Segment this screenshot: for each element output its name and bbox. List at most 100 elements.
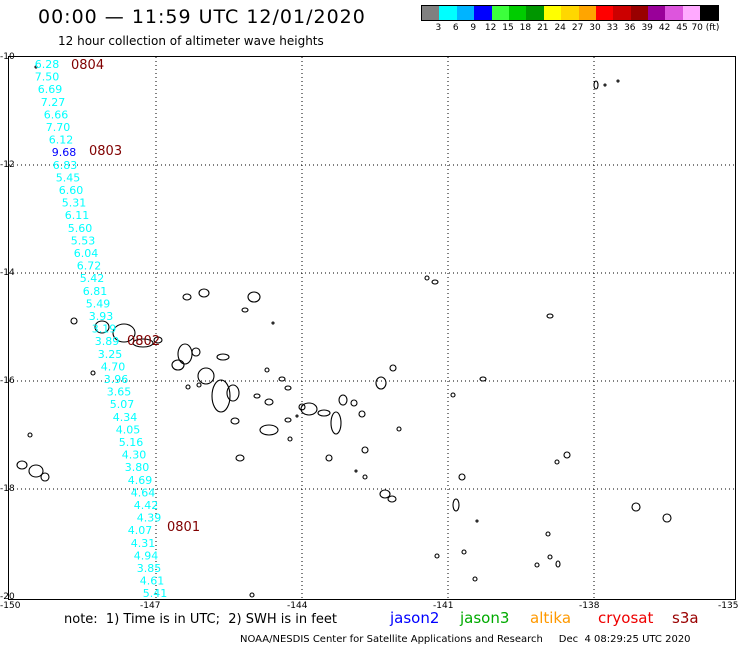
lat-tick-label: -12 — [0, 160, 15, 170]
island-outline — [325, 454, 333, 462]
color-legend: 3 6 9 12 15 18 21 24 27 30 33 36 39 42 45 70 (ft) — [421, 5, 719, 35]
satellite-name: altika — [530, 609, 572, 627]
island-outline — [247, 291, 261, 303]
legend-labels: 3 6 9 12 15 18 21 24 27 30 33 36 39 42 45 70 (ft) — [421, 21, 720, 35]
island-outline — [226, 384, 240, 402]
island-outline — [27, 432, 33, 438]
island-outline — [40, 472, 50, 482]
wave-height-label: 5.07 — [110, 398, 135, 411]
wave-height-label: 4.61 — [140, 575, 165, 588]
island-outline — [431, 279, 439, 285]
wave-height-label: 6.28 — [35, 58, 60, 71]
legend-swatch — [474, 6, 492, 20]
island-outline — [182, 293, 192, 301]
wave-height-label: 5.53 — [71, 234, 96, 247]
map-panel[interactable]: 6.28 7.50 6.69 7.27 6.66 7.70 6.12 9.68 6.83 5.45… — [8, 56, 736, 600]
legend-label: 33 — [606, 23, 619, 33]
legend-swatch — [456, 6, 475, 20]
island-outline — [196, 382, 202, 388]
pass-time-label: 0803 — [89, 144, 122, 159]
island-outline — [534, 562, 540, 568]
island-outline — [555, 560, 561, 568]
legend-label: 6 — [452, 23, 459, 33]
island-outline — [264, 398, 274, 406]
wave-height-label: 7.27 — [41, 96, 66, 109]
wave-height-label: 3.19 — [92, 323, 117, 336]
island-outline — [434, 553, 440, 559]
wave-height-label: 4.07 — [128, 524, 153, 537]
wave-height-label: 6.04 — [74, 247, 99, 260]
island-outline — [132, 338, 154, 348]
wave-height-label: 6.83 — [53, 159, 78, 172]
legend-swatch — [543, 6, 562, 20]
island-outline — [475, 519, 479, 523]
lon-tick-label: -144 — [287, 601, 308, 611]
island-outline — [358, 410, 366, 418]
island-outline — [317, 409, 331, 417]
legend-label: 45 — [676, 23, 688, 33]
lon-tick-label: -141 — [433, 601, 454, 611]
island-outline — [603, 83, 607, 87]
island-outline — [458, 473, 466, 481]
island-outline — [278, 376, 286, 382]
island-outline — [253, 393, 261, 399]
pass-time-label: 0802 — [127, 334, 160, 349]
wave-height-label: 5.42 — [80, 272, 105, 285]
island-outline — [375, 376, 387, 390]
legend-color-bar — [421, 5, 719, 21]
wave-height-label: 5.60 — [68, 222, 93, 235]
lat-tick-label: -20 — [0, 592, 15, 602]
lon-tick-label: -138 — [579, 601, 600, 611]
island-outline — [249, 592, 255, 598]
graticule — [9, 57, 735, 599]
island-outline — [354, 469, 358, 473]
island-outline — [631, 502, 641, 512]
map-canvas: 6.287.506.697.276.667.706.129.686.835.45… — [9, 57, 735, 599]
pass-time-label: 0801 — [167, 520, 200, 535]
wave-height-label: 4.64 — [131, 486, 156, 499]
legend-label: 18 — [519, 23, 532, 33]
wave-height-label: 5.41 — [143, 587, 168, 599]
island-outline — [616, 79, 620, 83]
wave-height-label: 3.96 — [104, 373, 129, 386]
legend-label: 42 — [658, 23, 671, 33]
legend-swatch — [561, 6, 579, 20]
legend-swatch — [648, 6, 666, 20]
wave-height-label: 4.70 — [101, 360, 126, 373]
island-outline — [300, 402, 318, 416]
legend-label: 39 — [641, 23, 653, 33]
wave-height-label: 6.11 — [65, 209, 90, 222]
wave-height-labels: 6.287.506.697.276.667.706.129.686.835.45… — [35, 58, 168, 599]
island-outline — [185, 384, 191, 390]
island-outline — [662, 513, 672, 523]
island-outline — [198, 288, 210, 298]
wave-height-label: 5.31 — [62, 197, 87, 210]
island-outline — [472, 576, 478, 582]
wave-height-label: 4.30 — [122, 449, 147, 462]
legend-swatch — [491, 6, 509, 20]
legend-label: 12 — [484, 23, 497, 33]
island-outline — [387, 495, 397, 503]
pass-time-label: 0804 — [71, 58, 104, 73]
island-outline — [452, 498, 460, 512]
lon-tick-label: -150 — [0, 601, 21, 611]
wave-height-label: 5.16 — [119, 436, 144, 449]
map-subtitle: 12 hour collection of altimeter wave hei… — [58, 34, 324, 48]
island-outline — [259, 424, 279, 436]
legend-swatch — [630, 6, 649, 20]
legend-label: 3 — [435, 23, 442, 33]
island-outline — [554, 459, 560, 465]
island-outline — [177, 343, 193, 365]
legend-label: 15 — [502, 23, 514, 33]
footer-credit: NOAA/NESDIS Center for Satellite Applica… — [240, 634, 691, 645]
wave-height-label: 3.85 — [137, 562, 162, 575]
island-outline — [16, 460, 28, 470]
footer-note: note: 1) Time is in UTC; 2) SWH is in fe… — [64, 612, 337, 627]
legend-swatch — [595, 6, 614, 20]
wave-height-label: 6.69 — [38, 83, 63, 96]
wave-height-label: 6.60 — [59, 184, 84, 197]
island-outline — [461, 549, 467, 555]
island-outline — [112, 323, 136, 343]
legend-swatch — [665, 6, 683, 20]
island-outline — [28, 464, 44, 478]
